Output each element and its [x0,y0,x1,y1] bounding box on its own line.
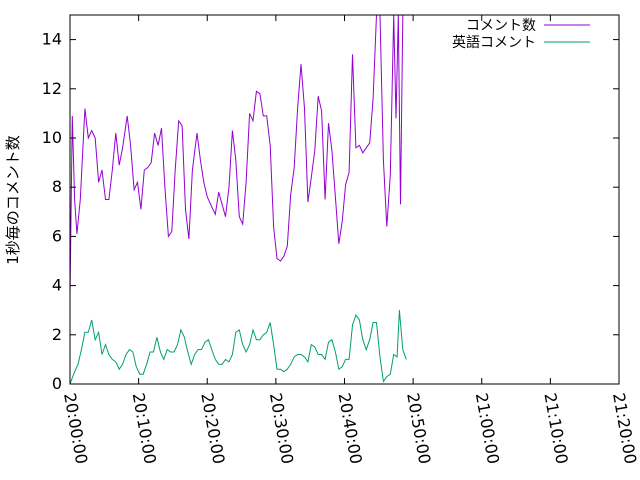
y-tick-label-6: 12 [42,79,62,98]
x-tick-label-3: 20:30:00 [266,391,297,465]
y-tick-label-4: 8 [52,177,62,196]
x-tick-label-2: 20:20:00 [197,391,228,465]
y-tick-label-5: 10 [42,128,62,147]
y-tick-label-3: 6 [52,226,62,245]
y-tick-label-0: 0 [52,374,62,393]
y-tick-label-2: 4 [52,276,62,295]
x-tick-label-0: 20:00:00 [60,391,91,465]
series-line-0 [69,14,404,296]
y-tick-label-1: 2 [52,325,62,344]
ticks-layer: 0 2 4 6 8 10 12 14 20:00:00 20:10:00 20:20:00 20:30… [42,15,640,465]
x-tick-label-8: 21:20:00 [609,391,640,465]
series-layer [69,14,407,385]
x-tick-label-7: 21:10:00 [540,391,571,465]
y-axis-label: 1秒毎のコメント数 [4,135,22,265]
x-tick-label-1: 20:10:00 [129,391,160,465]
x-tick-label-4: 20:40:00 [335,391,366,465]
x-tick-label-5: 20:50:00 [403,391,434,465]
legend-label-0: コメント数 [466,18,536,34]
series-line-1 [69,310,407,385]
y-tick-label-7: 14 [42,30,62,49]
x-tick-label-6: 21:00:00 [472,391,503,465]
legend-label-1: 英語コメント [452,34,536,51]
